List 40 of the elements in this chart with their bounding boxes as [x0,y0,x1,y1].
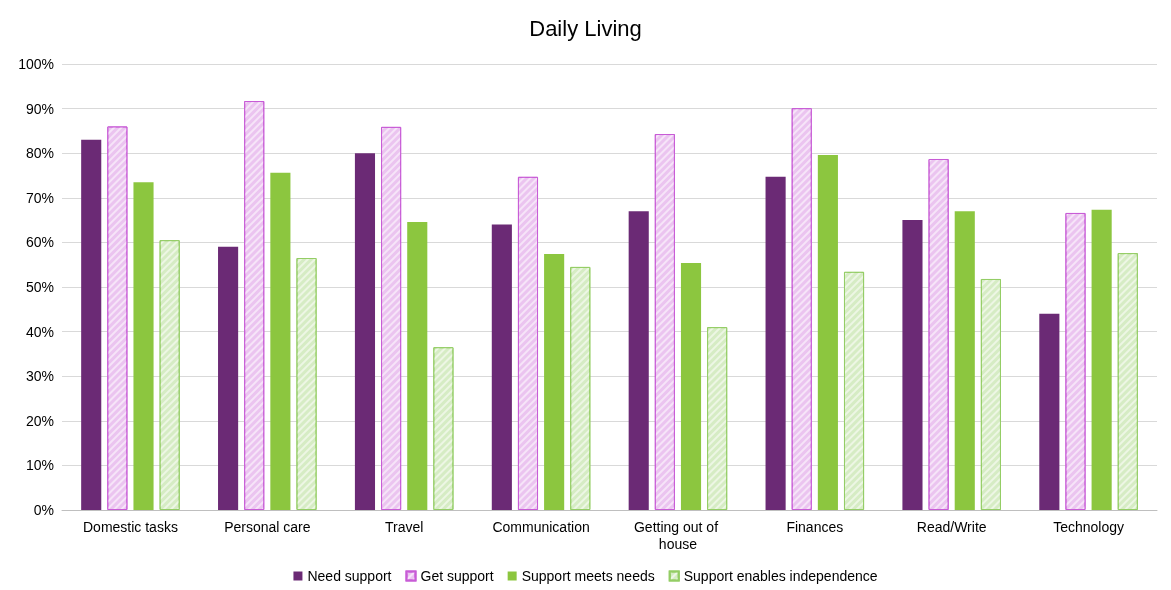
bar [270,172,291,510]
y-tick-label: 50% [25,279,54,295]
y-tick-label: 90% [25,100,54,117]
bar [765,176,786,510]
y-tick-label: 70% [25,189,54,206]
legend-label: Get support [420,568,494,584]
chart-title: Daily Living [529,15,642,41]
y-tick-label: 100% [18,56,54,72]
bar [354,153,376,510]
x-tick-label: Personal care [224,518,311,535]
legend-label: Support enables independence [683,568,878,584]
y-tick-label: 20% [25,412,54,429]
bar [1039,313,1060,510]
y-tick-label: 80% [25,145,54,162]
bar [680,262,702,510]
x-tick-label: Getting out of house [633,518,722,552]
x-tick-label: Finances [786,518,844,535]
y-tick-label: 0% [33,502,54,518]
x-tick-label: Communication [492,518,590,535]
legend-label: Support meets needs [521,568,655,584]
bar [407,221,428,510]
bar [902,220,923,510]
bar [817,154,838,510]
x-tick-label: Travel [384,518,424,535]
bar [1091,209,1112,510]
x-tick-label: Read/Write [916,518,987,535]
y-tick-label: 10% [25,457,54,474]
y-tick-label: 60% [25,234,54,251]
bar [133,182,154,510]
x-tick-label: Technology [1053,518,1124,535]
bar [544,254,565,510]
bar [491,224,512,510]
x-tick-label: Domestic tasks [82,518,178,535]
bar [954,211,975,510]
legend-label: Need support [307,568,392,584]
y-tick-label: 40% [25,323,54,340]
bar [628,211,649,510]
bar [81,139,102,510]
bar [218,246,239,510]
y-tick-label: 30% [25,368,54,385]
